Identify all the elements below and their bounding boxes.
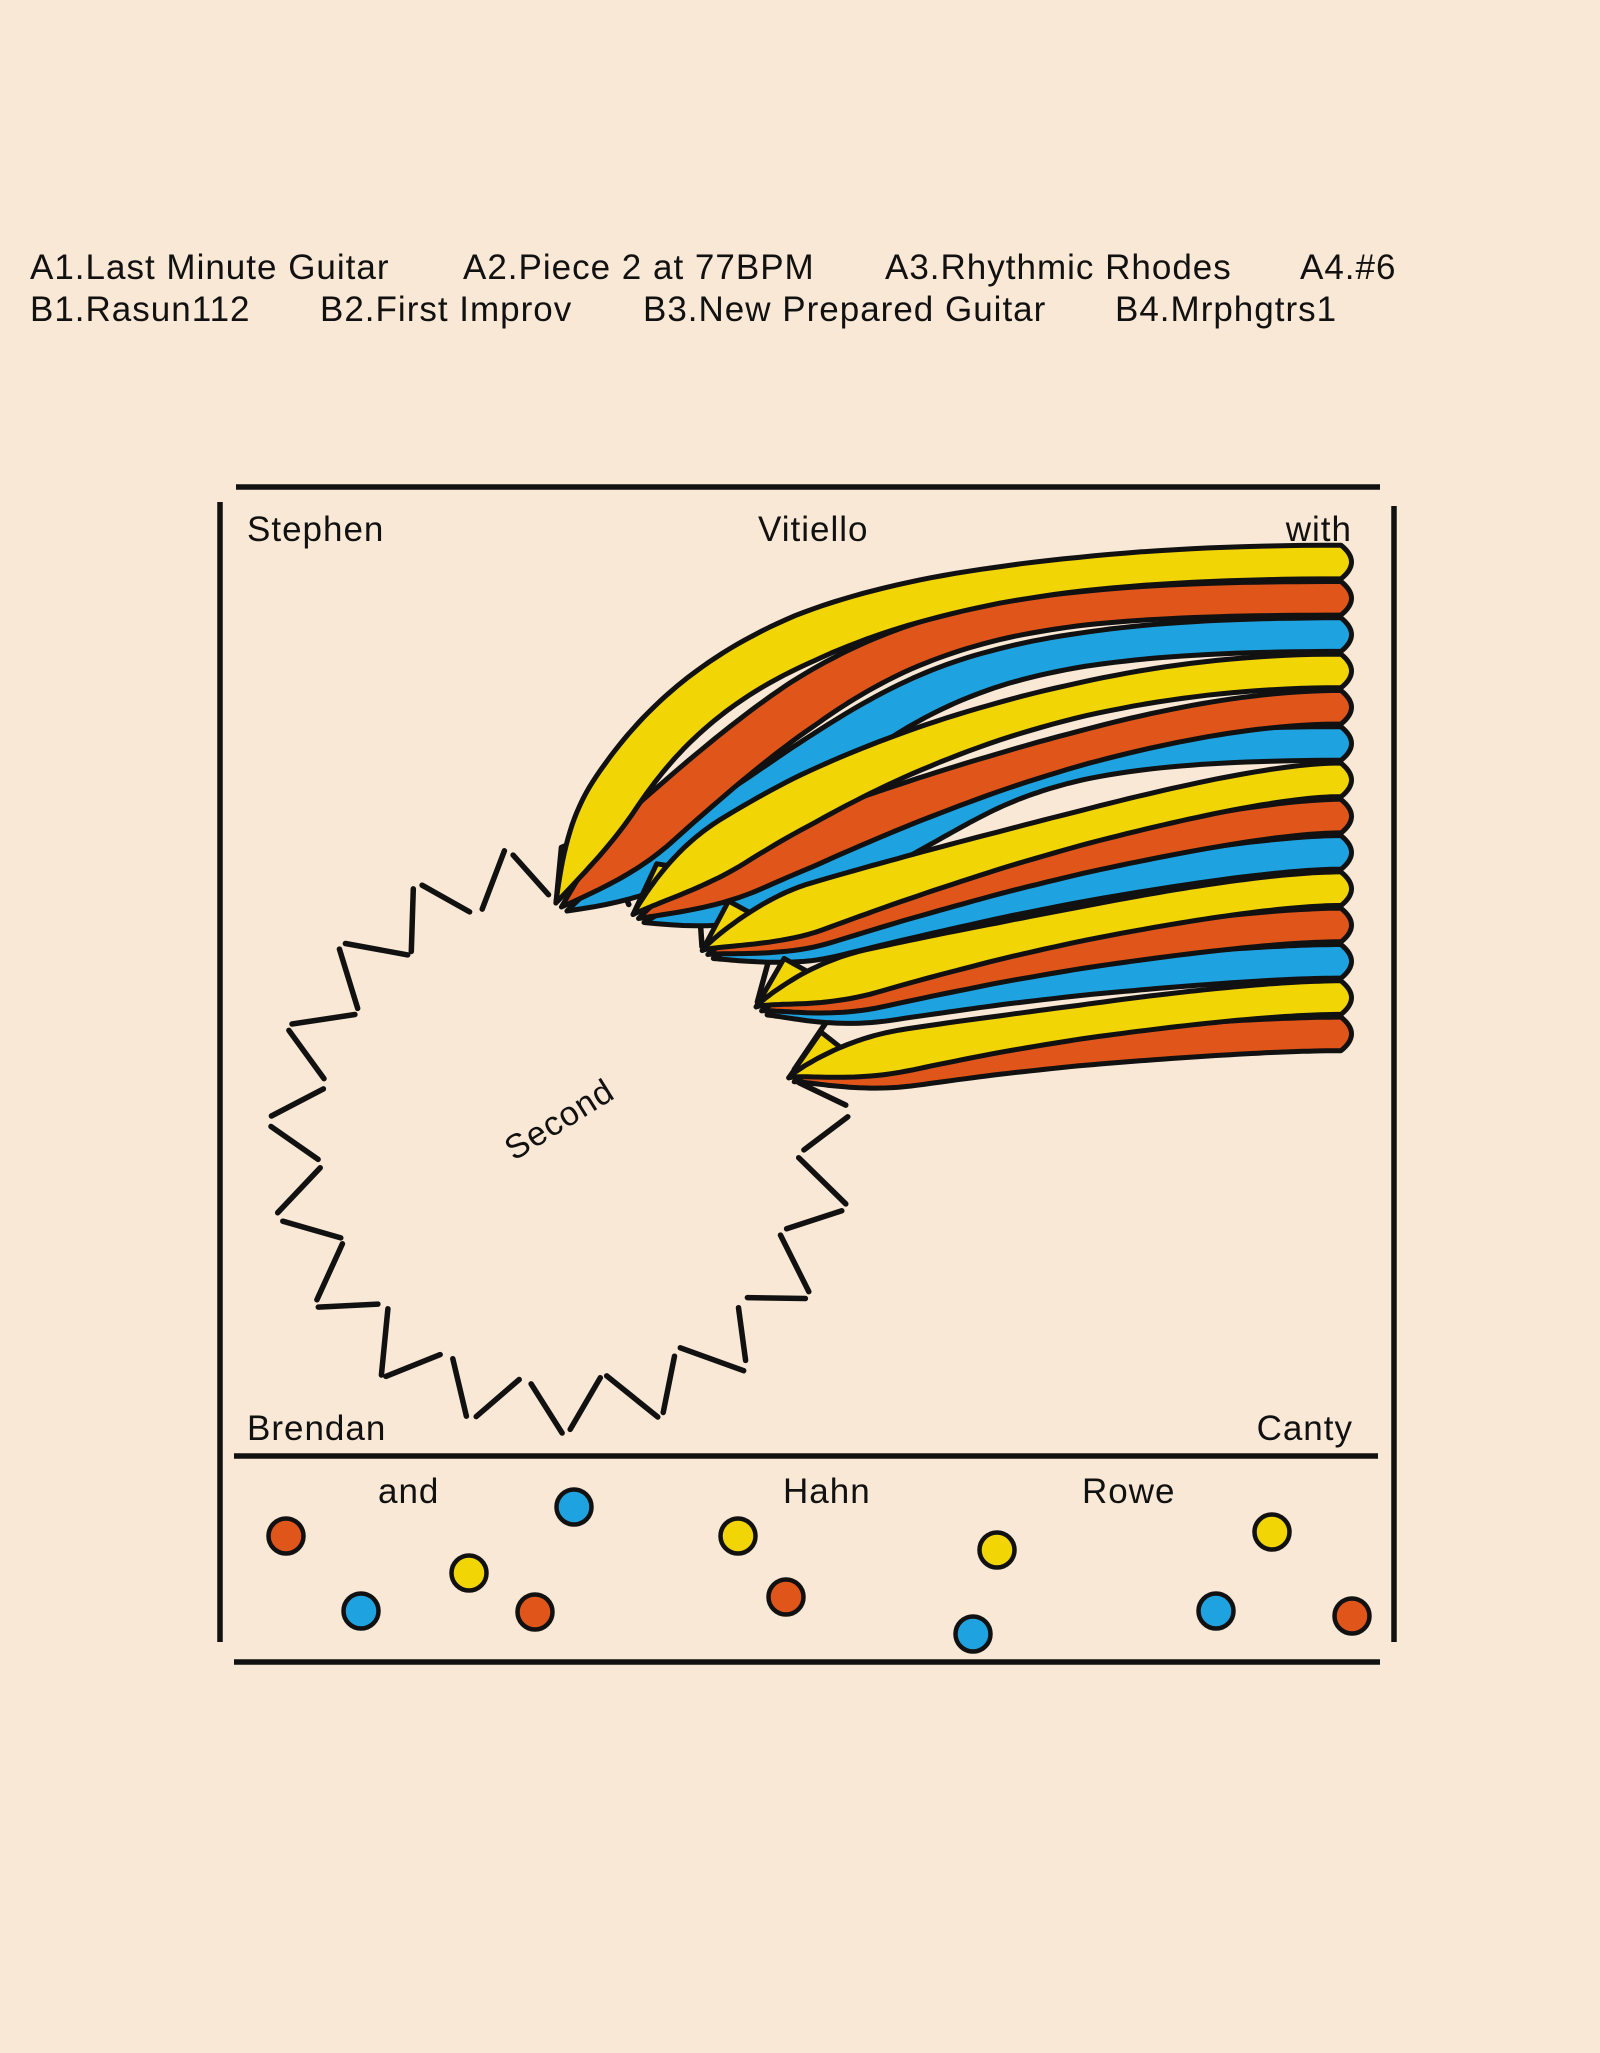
svg-text:with: with [1285, 510, 1352, 549]
svg-text:Stephen: Stephen [247, 510, 384, 549]
svg-text:Hahn: Hahn [783, 1472, 871, 1511]
svg-text:A2.Piece 2 at 77BPM: A2.Piece 2 at 77BPM [463, 248, 815, 287]
svg-text:and: and [378, 1472, 439, 1511]
svg-text:Vitiello: Vitiello [758, 510, 868, 549]
svg-text:B3.New Prepared Guitar: B3.New Prepared Guitar [643, 290, 1046, 329]
svg-text:Rowe: Rowe [1082, 1472, 1175, 1511]
svg-text:B1.Rasun112: B1.Rasun112 [30, 290, 251, 329]
svg-text:A1.Last Minute Guitar: A1.Last Minute Guitar [30, 248, 390, 287]
svg-text:B4.Mrphgtrs1: B4.Mrphgtrs1 [1115, 290, 1337, 329]
svg-text:B2.First Improv: B2.First Improv [320, 290, 572, 329]
svg-text:A3.Rhythmic Rhodes: A3.Rhythmic Rhodes [885, 248, 1232, 287]
svg-text:A4.#6: A4.#6 [1300, 248, 1396, 287]
svg-text:Brendan: Brendan [247, 1409, 386, 1448]
svg-text:Canty: Canty [1257, 1409, 1353, 1448]
